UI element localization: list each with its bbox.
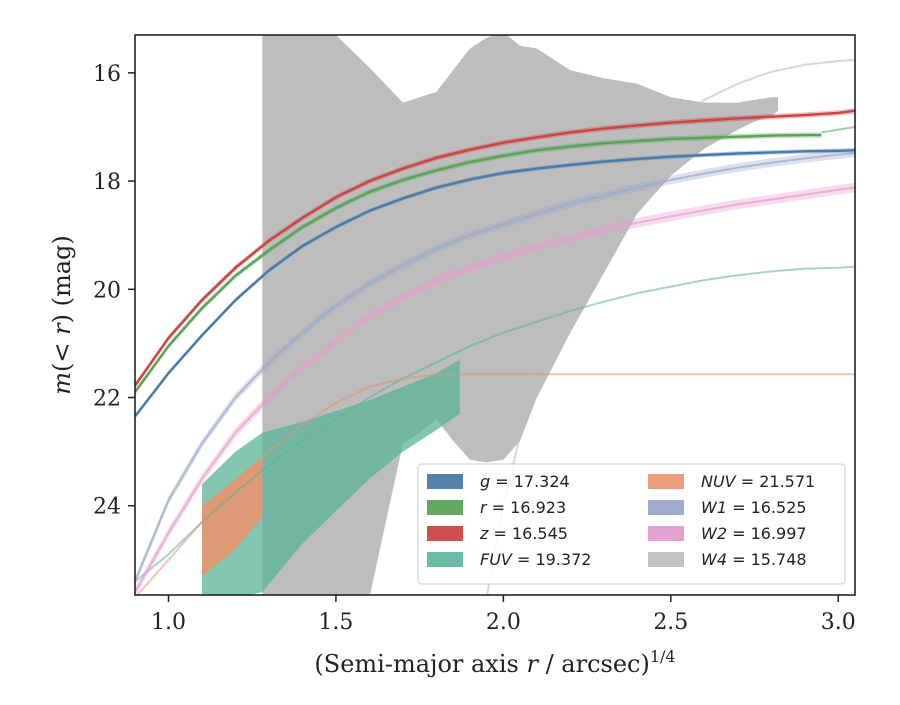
- g-profile-line: [135, 149, 855, 418]
- legend-label: W2 = 16.997: [701, 524, 807, 543]
- legend-swatch: [427, 526, 463, 541]
- legend-label: NUV = 21.571: [701, 472, 815, 491]
- x-tick-label: 2.0: [486, 610, 521, 635]
- legend-label: W4 = 15.748: [701, 550, 807, 569]
- legend-swatch: [648, 474, 684, 489]
- legend-label: W1 = 16.525: [701, 498, 807, 517]
- legend-box: [417, 463, 846, 585]
- legend-swatch: [648, 552, 684, 567]
- y-tick-label: 24: [93, 495, 121, 520]
- axes: 1.0 1.5 2.0 2.5 3.0 16 18 20 22 24: [93, 62, 856, 635]
- legend-swatch: [648, 526, 684, 541]
- r-profile-line: [135, 133, 822, 393]
- y-tick-label: 16: [93, 62, 121, 87]
- legend-swatch: [427, 500, 463, 515]
- legend: g = 17.324 r = 16.923 z = 16.545 FUV = 19.3…: [417, 463, 846, 585]
- legend-item-z: z = 16.545: [427, 524, 568, 543]
- legend-label: r = 16.923: [480, 498, 566, 517]
- legend-label: FUV = 19.372: [480, 550, 591, 569]
- y-tick-label: 20: [93, 278, 121, 303]
- nuv-profile-line: [136, 373, 855, 595]
- legend-item-w1: W1 = 16.525: [648, 498, 807, 517]
- legend-swatch: [427, 474, 463, 489]
- legend-item-fuv: FUV = 19.372: [427, 550, 591, 569]
- r-extrapolated-line: [821, 126, 855, 134]
- legend-item-w4: W4 = 15.748: [648, 550, 807, 569]
- x-tick-label: 1.0: [151, 610, 186, 635]
- legend-swatch: [427, 552, 463, 567]
- legend-label: z = 16.545: [479, 524, 568, 543]
- y-tick-label: 22: [93, 387, 121, 412]
- legend-item-w2: W2 = 16.997: [648, 524, 807, 543]
- legend-swatch: [648, 500, 684, 515]
- z-profile-line: [135, 109, 855, 387]
- fuv-profile-line: [135, 265, 855, 583]
- x-tick-label: 1.5: [318, 610, 353, 635]
- plot-area: [135, 35, 855, 595]
- w1-profile-line: [135, 152, 855, 582]
- w4-profile-line: [486, 58, 855, 595]
- legend-item-nuv: NUV = 21.571: [648, 472, 815, 491]
- y-tick-label: 18: [93, 170, 121, 195]
- x-tick-label: 3.0: [821, 610, 856, 635]
- y-axis-label: m(< r) (mag): [48, 235, 76, 395]
- x-axis-label: (Semi-major axis r / arcsec)1/4: [314, 647, 675, 678]
- nuv-uncertainty-band: [202, 457, 263, 577]
- fuv-uncertainty-band: [202, 359, 460, 595]
- legend-item-r: r = 16.923: [427, 498, 566, 517]
- x-tick-label: 2.5: [653, 610, 688, 635]
- w2-profile-line: [135, 186, 855, 593]
- legend-item-g: g = 17.324: [427, 472, 570, 491]
- legend-label: g = 17.324: [480, 472, 570, 491]
- plot-frame: [134, 34, 856, 596]
